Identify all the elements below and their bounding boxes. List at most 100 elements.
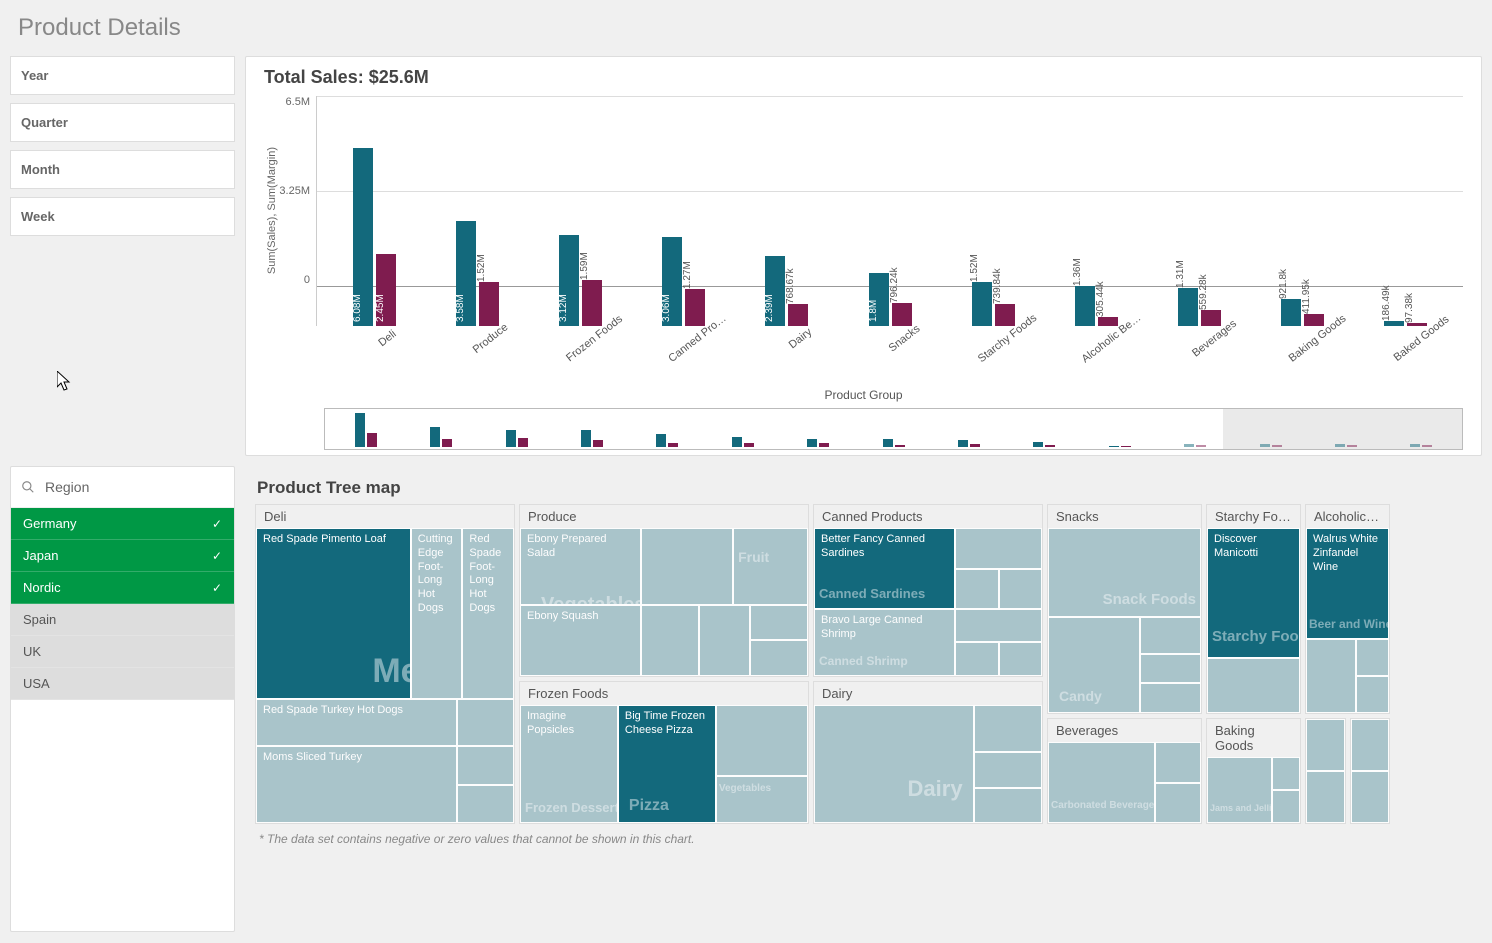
treemap-cell[interactable]: Ebony Prepared SaladVegetables bbox=[520, 528, 641, 605]
treemap-group[interactable]: SnacksSnack FoodsCandy bbox=[1047, 504, 1202, 714]
treemap-cell[interactable] bbox=[716, 705, 808, 776]
bar-sales[interactable]: 3.12M bbox=[559, 235, 579, 326]
treemap-cell[interactable] bbox=[699, 605, 751, 676]
treemap-cell[interactable]: Cutting Edge Foot-Long Hot Dogs bbox=[411, 528, 463, 699]
treemap-group[interactable]: DairyDairy bbox=[813, 681, 1043, 824]
treemap-group[interactable] bbox=[1350, 718, 1391, 824]
bar-sales[interactable]: 1.52M bbox=[972, 282, 992, 326]
mini-bar-group[interactable] bbox=[329, 413, 402, 447]
treemap-cell[interactable] bbox=[1356, 676, 1389, 713]
treemap-cell[interactable] bbox=[457, 699, 514, 746]
treemap-cell[interactable]: Imagine PopsiclesFrozen Desserts bbox=[520, 705, 618, 823]
treemap-cell[interactable] bbox=[1306, 639, 1356, 713]
mini-bar-group[interactable] bbox=[404, 427, 477, 447]
treemap-cell[interactable] bbox=[1140, 654, 1201, 684]
treemap-cell[interactable] bbox=[641, 528, 733, 605]
mini-bar-group[interactable] bbox=[1385, 444, 1458, 447]
treemap-group[interactable]: Starchy Fo…Discover ManicottiStarchy Foo… bbox=[1206, 504, 1301, 714]
bar-sales[interactable]: 3.58M bbox=[456, 221, 476, 326]
treemap-cell[interactable] bbox=[974, 788, 1042, 823]
treemap-cell[interactable] bbox=[999, 642, 1042, 676]
region-item[interactable]: Spain bbox=[11, 604, 234, 636]
treemap-cell[interactable] bbox=[999, 569, 1042, 609]
treemap-cell[interactable] bbox=[974, 705, 1042, 752]
treemap-cell[interactable]: Red Spade Foot-Long Hot Dogs bbox=[462, 528, 514, 699]
treemap-cell[interactable]: Bravo Large Canned ShrimpCanned Shrimp bbox=[814, 609, 955, 676]
treemap-cell[interactable] bbox=[750, 640, 808, 676]
treemap-cell[interactable]: Carbonated Beverages bbox=[1048, 742, 1155, 823]
mini-bar-group[interactable] bbox=[781, 439, 854, 447]
region-item[interactable]: Nordic✓ bbox=[11, 572, 234, 604]
treemap-cell[interactable]: Walrus White Zinfandel WineBeer and Wine bbox=[1306, 528, 1389, 639]
filter-quarter[interactable]: Quarter bbox=[10, 103, 235, 142]
treemap-cell[interactable] bbox=[1351, 771, 1390, 823]
treemap-cell[interactable] bbox=[1272, 790, 1300, 823]
treemap-group[interactable]: Frozen FoodsImagine PopsiclesFrozen Dess… bbox=[519, 681, 809, 824]
bar-sales[interactable]: 3.06M bbox=[662, 237, 682, 326]
treemap-group[interactable]: BeveragesCarbonated Beverages bbox=[1047, 718, 1202, 824]
treemap-group[interactable]: DeliRed Spade Pimento LoafMeatCutting Ed… bbox=[255, 504, 515, 824]
treemap-cell[interactable]: Candy bbox=[1048, 617, 1140, 713]
treemap-cell[interactable] bbox=[1306, 771, 1345, 823]
mini-bar-group[interactable] bbox=[555, 430, 628, 447]
mini-bar-group[interactable] bbox=[1158, 444, 1231, 447]
treemap-cell[interactable] bbox=[955, 642, 998, 676]
treemap-cell[interactable] bbox=[1207, 658, 1300, 714]
bar-sales[interactable]: 186.49k bbox=[1384, 321, 1404, 326]
treemap-cell[interactable] bbox=[1140, 683, 1201, 713]
treemap-group[interactable]: Canned ProductsBetter Fancy Canned Sardi… bbox=[813, 504, 1043, 677]
mini-bar-group[interactable] bbox=[706, 437, 779, 447]
treemap-cell[interactable]: Snack Foods bbox=[1048, 528, 1201, 617]
region-item[interactable]: USA bbox=[11, 668, 234, 700]
treemap-cell[interactable]: Big Time Frozen Cheese PizzaPizza bbox=[618, 705, 716, 823]
mini-bar-group[interactable] bbox=[480, 430, 553, 447]
treemap-cell[interactable] bbox=[955, 609, 1042, 642]
treemap-cell[interactable] bbox=[1272, 757, 1300, 790]
treemap-cell[interactable]: Vegetables bbox=[716, 776, 808, 823]
treemap-cell[interactable] bbox=[974, 752, 1042, 787]
bar-sales[interactable]: 1.31M bbox=[1178, 288, 1198, 326]
mini-bar-group[interactable] bbox=[1309, 444, 1382, 447]
treemap-cell[interactable]: Discover ManicottiStarchy Foods bbox=[1207, 528, 1300, 658]
region-header[interactable]: Region bbox=[11, 467, 234, 508]
region-item[interactable]: Germany✓ bbox=[11, 508, 234, 540]
treemap-cell[interactable]: Red Spade Pimento LoafMeat bbox=[256, 528, 411, 699]
treemap-cell[interactable]: Red Spade Turkey Hot Dogs bbox=[256, 699, 457, 746]
treemap-cell[interactable] bbox=[1356, 639, 1389, 676]
treemap-group[interactable]: Baking GoodsJams and Jellies bbox=[1206, 718, 1301, 824]
treemap-cell[interactable] bbox=[641, 605, 699, 676]
treemap-group[interactable]: ProduceEbony Prepared SaladVegetablesFru… bbox=[519, 504, 809, 677]
filter-year[interactable]: Year bbox=[10, 56, 235, 95]
treemap-cell[interactable]: Better Fancy Canned SardinesCanned Sardi… bbox=[814, 528, 955, 609]
filter-week[interactable]: Week bbox=[10, 197, 235, 236]
treemap-cell[interactable] bbox=[750, 605, 808, 641]
filter-month[interactable]: Month bbox=[10, 150, 235, 189]
treemap-body[interactable]: DeliRed Spade Pimento LoafMeatCutting Ed… bbox=[245, 504, 1482, 824]
mini-bar-group[interactable] bbox=[1008, 442, 1081, 447]
bars-container[interactable]: 6.08M 2.45M 3.58M 1.52M 3.12M 1.59M 3.06… bbox=[316, 96, 1463, 326]
treemap-cell[interactable] bbox=[457, 746, 514, 784]
treemap-cell[interactable] bbox=[457, 785, 514, 823]
mini-bar-group[interactable] bbox=[631, 434, 704, 447]
bar-sales[interactable]: 1.8M bbox=[869, 273, 889, 326]
region-item[interactable]: Japan✓ bbox=[11, 540, 234, 572]
treemap-cell[interactable] bbox=[1155, 783, 1201, 824]
bar-sales[interactable]: 6.08M bbox=[353, 148, 373, 326]
treemap-cell[interactable]: Jams and Jellies bbox=[1207, 757, 1272, 823]
treemap-cell[interactable]: Ebony Squash bbox=[520, 605, 641, 676]
treemap-cell[interactable]: Dairy bbox=[814, 705, 974, 823]
treemap-cell[interactable]: Fruit bbox=[733, 528, 808, 605]
mini-bar-group[interactable] bbox=[932, 440, 1005, 447]
bar-sales[interactable]: 921.8k bbox=[1281, 299, 1301, 326]
treemap-cell[interactable] bbox=[955, 528, 1042, 569]
treemap-cell[interactable]: Moms Sliced Turkey bbox=[256, 746, 457, 823]
treemap-cell[interactable] bbox=[1155, 742, 1201, 783]
bar-sales[interactable]: 2.39M bbox=[765, 256, 785, 326]
mini-bar-group[interactable] bbox=[857, 439, 930, 447]
region-item[interactable]: UK bbox=[11, 636, 234, 668]
bar-sales[interactable]: 1.36M bbox=[1075, 286, 1095, 326]
treemap-cell[interactable] bbox=[1306, 719, 1345, 771]
mini-bar-group[interactable] bbox=[1083, 446, 1156, 447]
treemap-cell[interactable] bbox=[955, 569, 998, 609]
treemap-group[interactable]: Alcoholic…Walrus White Zinfandel WineBee… bbox=[1305, 504, 1390, 714]
